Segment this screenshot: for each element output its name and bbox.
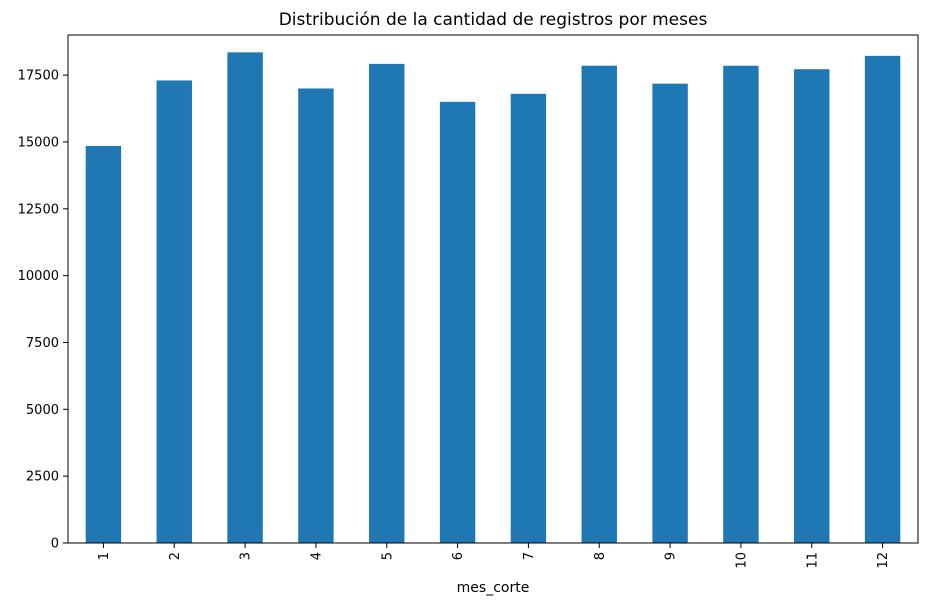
bars-layer [85, 52, 901, 544]
y-tick-label: 15000 [18, 135, 59, 150]
bar-6 [439, 101, 476, 543]
y-tick-label: 10000 [18, 269, 59, 284]
x-tick-label: 7 [522, 552, 537, 560]
bar-12 [864, 55, 901, 543]
x-tick-label: 5 [380, 552, 395, 560]
x-tick-label: 9 [664, 552, 679, 560]
y-tick-label: 7500 [26, 336, 59, 351]
x-tick-label: 12 [876, 552, 891, 569]
y-axis-ticks: 0 2500 5000 7500 10000 12500 15000 17500 [18, 69, 68, 552]
bar-4 [298, 88, 334, 543]
bar-9 [652, 83, 688, 544]
y-tick-label: 0 [51, 537, 59, 552]
bar-2 [156, 80, 192, 543]
bar-10 [723, 65, 759, 543]
x-axis-label: mes_corte [457, 580, 530, 596]
bar-11 [794, 69, 830, 544]
y-tick-label: 5000 [26, 403, 59, 418]
x-axis-ticks: 1 2 3 4 5 6 7 8 9 10 11 12 [97, 543, 891, 569]
chart-title: Distribución de la cantidad de registros… [279, 10, 708, 30]
x-tick-label: 1 [97, 552, 112, 560]
x-tick-label: 3 [239, 552, 254, 560]
x-tick-label: 2 [168, 552, 183, 560]
y-tick-label: 2500 [26, 470, 59, 485]
bar-7 [510, 93, 547, 544]
bar-3 [227, 52, 263, 544]
x-tick-label: 4 [309, 552, 324, 560]
bar-5 [369, 63, 405, 543]
bar-8 [581, 65, 617, 543]
x-tick-label: 11 [805, 552, 820, 569]
x-tick-label: 8 [593, 552, 608, 560]
plot-frame [67, 34, 919, 544]
x-tick-label: 6 [451, 552, 466, 560]
x-tick-label: 10 [734, 552, 749, 569]
bar-1 [85, 145, 122, 544]
y-tick-label: 12500 [18, 202, 59, 217]
y-tick-label: 17500 [18, 69, 59, 84]
